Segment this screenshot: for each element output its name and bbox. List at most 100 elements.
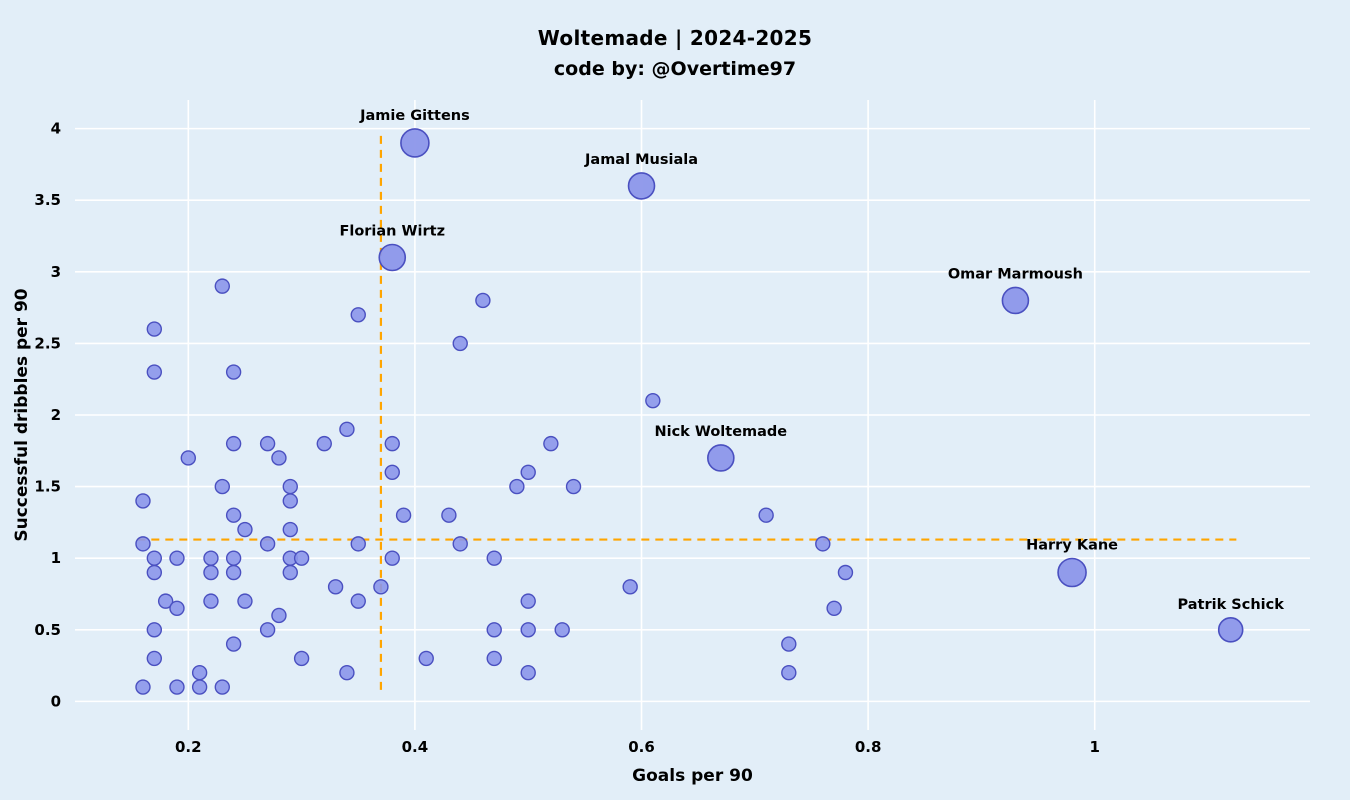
chart-subtitle: code by: @Overtime97	[553, 58, 797, 80]
player-label: Florian Wirtz	[339, 224, 445, 240]
y-tick-label: 0	[51, 692, 61, 710]
scatter-point	[339, 421, 355, 438]
player-label: Patrik Schick	[1178, 597, 1285, 613]
scatter-point	[293, 550, 310, 566]
scatter-point	[486, 550, 502, 566]
scatter-point	[781, 636, 797, 652]
x-axis-label: Goals per 90	[632, 766, 753, 786]
scatter-point	[282, 521, 298, 538]
scatter-point	[169, 550, 185, 566]
scatter-point	[237, 521, 253, 538]
scatter-point	[781, 665, 797, 681]
scatter-point	[622, 579, 638, 595]
scatter-point	[520, 464, 536, 480]
scatter-point	[146, 564, 163, 581]
scatter-point	[418, 650, 434, 667]
scatter-point	[135, 493, 151, 509]
scatter-point	[350, 593, 366, 609]
scatter-point	[452, 335, 468, 352]
scatter-point	[180, 450, 197, 466]
scatter-point	[520, 593, 536, 609]
scatter-point	[350, 307, 366, 323]
scatter-point	[135, 679, 151, 695]
scatter-point	[520, 665, 536, 681]
scatter-point	[645, 392, 661, 409]
scatter-point	[282, 493, 298, 509]
scatter-point	[282, 478, 298, 495]
scatter-point	[815, 536, 831, 552]
scatter-point	[225, 636, 242, 652]
scatter-point	[259, 435, 276, 452]
y-tick-label: 2.5	[34, 334, 61, 352]
player-point	[1217, 616, 1244, 643]
y-tick-label: 0.5	[34, 621, 61, 639]
scatter-point	[135, 536, 151, 552]
scatter-point	[395, 507, 412, 523]
scatter-point	[259, 536, 276, 552]
scatter-point	[486, 650, 502, 667]
player-point	[400, 128, 430, 158]
scatter-point	[214, 278, 230, 294]
y-tick-label: 1.5	[34, 478, 61, 496]
x-tick-label: 0.6	[628, 738, 655, 756]
y-tick-label: 2	[51, 406, 61, 424]
scatter-point	[441, 507, 457, 523]
y-tick-label: 1	[51, 549, 61, 567]
scatter-point	[169, 600, 185, 616]
player-label: Harry Kane	[1026, 538, 1118, 554]
scatter-point	[293, 650, 310, 667]
scatter-point	[146, 622, 163, 638]
scatter-point	[452, 536, 468, 552]
scatter-point	[146, 650, 163, 667]
player-label: Jamal Musiala	[584, 152, 698, 168]
scatter-point	[339, 665, 355, 681]
scatter-point	[282, 564, 298, 581]
scatter-point	[191, 665, 208, 681]
scatter-point	[837, 564, 854, 581]
scatter-point	[554, 622, 570, 638]
player-point	[627, 172, 656, 200]
player-point	[1001, 286, 1030, 315]
scatter-point	[350, 536, 366, 552]
scatter-point	[271, 450, 287, 466]
y-tick-label: 3	[51, 263, 61, 281]
y-axis-label: Successful dribbles per 90	[12, 288, 32, 542]
scatter-point	[373, 579, 389, 595]
scatter-point	[214, 679, 230, 695]
scatter-point	[203, 550, 219, 566]
scatter-point	[146, 550, 163, 566]
chart-title: Woltemade | 2024-2025	[537, 26, 813, 50]
scatter-point	[225, 435, 242, 452]
scatter-point	[520, 622, 536, 638]
scatter-point	[191, 679, 208, 695]
scatter-point	[225, 550, 242, 566]
scatter-point	[214, 478, 230, 495]
player-label: Nick Woltemade	[654, 424, 787, 440]
player-point	[707, 444, 735, 472]
scatter-point	[475, 292, 491, 309]
scatter-point	[146, 321, 163, 337]
scatter-point	[509, 478, 525, 495]
scatter-point	[384, 464, 400, 480]
scatter-point	[157, 593, 174, 609]
player-point	[1057, 557, 1087, 588]
scatter-point	[225, 564, 242, 581]
scatter-point	[271, 607, 287, 624]
scatter-point	[225, 507, 242, 523]
player-label: Jamie Gittens	[359, 108, 470, 124]
scatter-point	[826, 600, 842, 616]
y-tick-label: 4	[51, 120, 61, 138]
x-tick-label: 0.2	[175, 738, 202, 756]
scatter-point	[384, 550, 400, 566]
scatter-point	[237, 593, 253, 609]
scatter-point	[758, 507, 774, 523]
scatter-point	[384, 435, 400, 452]
x-tick-label: 1	[1090, 738, 1100, 756]
player-label: Omar Marmoush	[948, 266, 1083, 282]
scatter-point	[203, 593, 219, 609]
scatter-point	[169, 679, 185, 695]
scatter-point	[146, 364, 163, 380]
scatter-point	[225, 364, 242, 380]
scatter-point	[327, 579, 344, 595]
